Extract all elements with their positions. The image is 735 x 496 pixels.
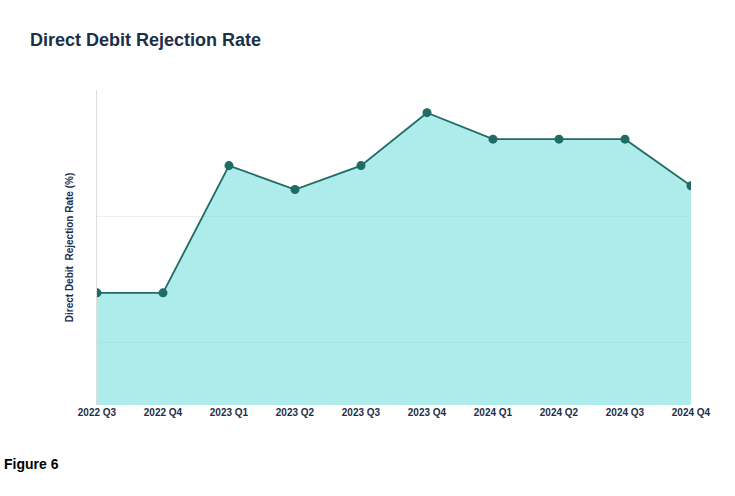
- svg-text:Direct Debit Rejection Rate (: Direct Debit Rejection Rate (%): [64, 173, 75, 322]
- svg-text:2024 Q1: 2024 Q1: [474, 407, 513, 418]
- svg-text:Figure 6: Figure 6: [4, 456, 59, 472]
- svg-text:2023 Q2: 2023 Q2: [276, 407, 315, 418]
- svg-text:2024 Q2: 2024 Q2: [540, 407, 579, 418]
- svg-text:2022 Q3: 2022 Q3: [78, 407, 117, 418]
- svg-text:2024 Q4: 2024 Q4: [672, 407, 711, 418]
- svg-text:2022 Q4: 2022 Q4: [144, 407, 183, 418]
- svg-text:2023 Q3: 2023 Q3: [342, 407, 381, 418]
- svg-text:2023 Q1: 2023 Q1: [210, 407, 249, 418]
- svg-text:2024 Q3: 2024 Q3: [606, 407, 645, 418]
- svg-text:Direct Debit Rejection Rate: Direct Debit Rejection Rate: [30, 30, 261, 50]
- svg-text:2023 Q4: 2023 Q4: [408, 407, 447, 418]
